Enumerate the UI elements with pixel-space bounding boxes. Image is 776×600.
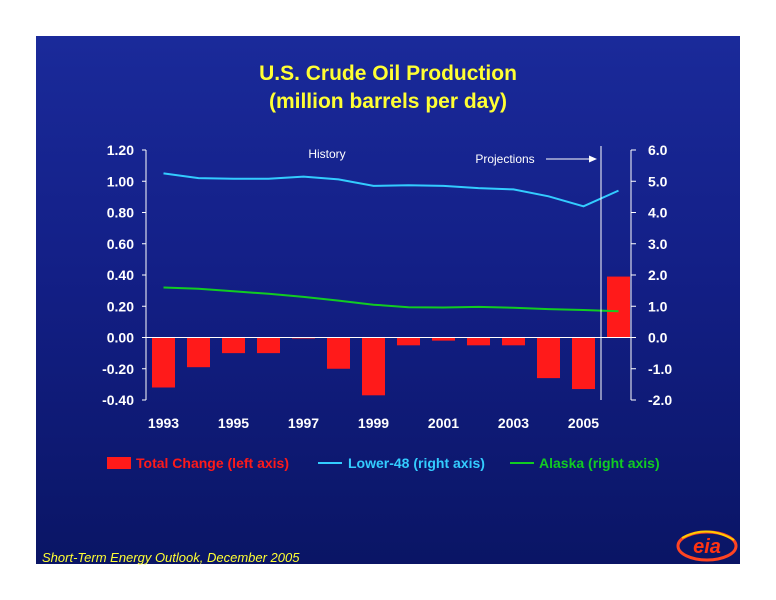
x-tick-label: 1997 [288,415,319,431]
left-tick-label: 0.20 [107,298,134,314]
eia-logo: eia [676,530,738,562]
x-tick-label: 1999 [358,415,389,431]
legend-label-alaska: Alaska (right axis) [539,455,660,471]
x-tick-label: 2003 [498,415,529,431]
x-tick-label: 2005 [568,415,599,431]
bar-total-change-2002 [467,337,490,346]
chart-title: U.S. Crude Oil Production [259,62,517,85]
x-tick-label: 1993 [148,415,179,431]
slide-background: 1.20 1.00 0.80 0.60 0.40 0.20 0.00 -0.20 -0.40 6.… [36,36,740,564]
bar-total-change-1998 [327,337,350,369]
line-alaska [163,286,619,313]
chart: 1.20 1.00 0.80 0.60 0.40 0.20 0.00 -0.20 -0.40 6.… [102,142,672,471]
right-tick-label: 3.0 [648,236,668,252]
logo-arc [681,530,735,541]
left-tick-label: 0.40 [107,267,134,283]
bar-total-change-1996 [257,337,280,354]
history-annotation: History [308,147,345,161]
projections-arrow-head [589,155,597,163]
right-tick-label: 5.0 [648,173,668,189]
legend-swatch-total-change [107,457,131,469]
right-tick-label: 1.0 [648,298,668,314]
right-tick-label: -2.0 [648,392,672,408]
bar-total-change-1995 [222,337,245,354]
bar-total-change-2006 [607,276,630,338]
left-tick-label: 1.00 [107,173,134,189]
right-tick-label: 2.0 [648,267,668,283]
left-tick-label: 0.60 [107,236,134,252]
bar-total-change-2004 [537,337,560,379]
bar-total-change-2003 [502,337,525,346]
right-tick-label: 6.0 [648,142,668,158]
bar-total-change-1993 [152,337,175,388]
bar-total-change-1994 [187,337,210,368]
left-tick-label: 0.00 [107,330,134,346]
bar-total-change-2001 [432,337,455,341]
projections-annotation: Projections [475,152,534,166]
right-tick-label: -1.0 [648,361,672,377]
line-lower48 [163,172,619,208]
right-tick-label: 4.0 [648,205,668,221]
x-tick-label: 1995 [218,415,249,431]
bar-total-change-1999 [362,337,385,396]
bar-total-change-2005 [572,337,595,390]
right-tick-label: 0.0 [648,330,668,346]
logo-text: eia [693,536,721,558]
bar-total-change-2000 [397,337,420,346]
left-tick-label: 0.80 [107,205,134,221]
left-tick-label: 1.20 [107,142,134,158]
legend-label-lower48: Lower-48 (right axis) [348,455,485,471]
source-note: Short-Term Energy Outlook, December 2005 [42,550,300,565]
left-tick-label: -0.40 [102,392,134,408]
left-tick-label: -0.20 [102,361,134,377]
x-tick-label: 2001 [428,415,459,431]
legend-label-total-change: Total Change (left axis) [136,455,289,471]
chart-subtitle: (million barrels per day) [268,90,508,113]
